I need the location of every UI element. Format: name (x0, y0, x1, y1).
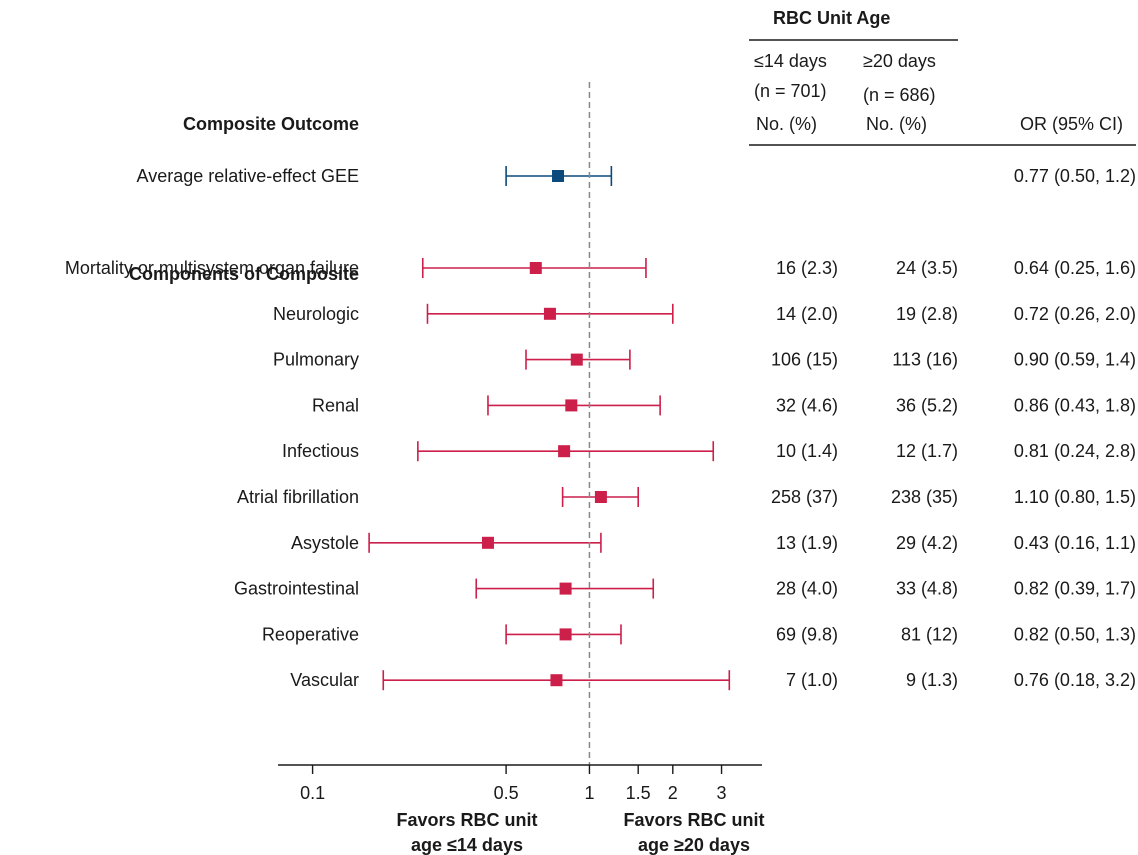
point-estimate-square (559, 628, 572, 641)
count-col2: 36 (5.2) (896, 395, 958, 415)
or-ci-text: 0.81 (0.24, 2.8) (1014, 441, 1136, 461)
count-col1: 258 (37) (771, 487, 838, 507)
component-row: Neurologic 14 (2.0) 19 (2.8) 0.72 (0.26, 2.… (273, 303, 1136, 324)
or-ci-text: 0.86 (0.43, 1.8) (1014, 395, 1136, 415)
count-col1: 28 (4.0) (776, 579, 838, 599)
or-ci-text: 0.82 (0.50, 1.3) (1014, 624, 1136, 644)
section-title-components: Components of Composite (129, 264, 359, 284)
component-row: Atrial fibrillation 258 (37) 238 (35) 1.10 … (237, 487, 1136, 507)
col1-header-line2: (n = 701) (754, 81, 827, 101)
count-col1: 7 (1.0) (786, 670, 838, 690)
favors-left-line1: Favors RBC unit (396, 810, 537, 830)
or-ci-text: 0.76 (0.18, 3.2) (1014, 670, 1136, 690)
or-ci-text: 0.72 (0.26, 2.0) (1014, 304, 1136, 324)
col1-header-line3: No. (%) (756, 114, 817, 134)
or-ci-text: 0.77 (0.50, 1.2) (1014, 166, 1136, 186)
x-tick-label: 3 (717, 783, 727, 803)
point-estimate-square (529, 262, 542, 274)
column-header-group: RBC Unit Age ≤14 days (n = 701) No. (%) … (749, 8, 1136, 146)
x-axis: 0.1 0.5 1 1.5 2 3 (278, 764, 762, 803)
or-ci-text: 0.43 (0.16, 1.1) (1014, 533, 1136, 553)
count-col1: 69 (9.8) (776, 624, 838, 644)
row-label: Average relative-effect GEE (137, 166, 359, 186)
forest-rows: Average relative-effect GEE 0.77 (0.50, 1… (65, 166, 1136, 691)
x-tick-label: 0.1 (300, 783, 325, 803)
component-row: Asystole 13 (1.9) 29 (4.2) 0.43 (0.16, 1.1) (291, 532, 1136, 553)
count-col2: 33 (4.8) (896, 579, 958, 599)
x-tick-label: 1 (584, 783, 594, 803)
x-tick-label: 1.5 (626, 783, 651, 803)
component-row: Vascular 7 (1.0) 9 (1.3) 0.76 (0.18, 3.2) (290, 670, 1136, 691)
count-col1: 13 (1.9) (776, 533, 838, 553)
column-group-header: RBC Unit Age (773, 8, 890, 28)
count-col2: 24 (3.5) (896, 258, 958, 278)
section-title-composite: Composite Outcome (183, 114, 359, 134)
point-estimate-square (570, 353, 583, 366)
point-estimate-square (481, 536, 494, 549)
point-estimate-square (559, 582, 572, 595)
col2-header-line3: No. (%) (866, 114, 927, 134)
component-row: Renal 32 (4.6) 36 (5.2) 0.86 (0.43, 1.8) (312, 395, 1136, 416)
count-col1: 16 (2.3) (776, 258, 838, 278)
or-ci-text: 0.82 (0.39, 1.7) (1014, 579, 1136, 599)
component-row: Pulmonary 106 (15) 113 (16) 0.90 (0.59, 1.4… (273, 349, 1136, 370)
count-col1: 106 (15) (771, 350, 838, 370)
component-row: Mortality or multisystem organ failure 16… (65, 258, 1136, 278)
count-col1: 10 (1.4) (776, 441, 838, 461)
favors-right-line1: Favors RBC unit (623, 810, 764, 830)
point-estimate-square (550, 674, 563, 687)
row-label: Atrial fibrillation (237, 487, 359, 507)
row-label: Mortality or multisystem organ failure (65, 258, 359, 278)
row-label: Neurologic (273, 304, 359, 324)
component-row: Gastrointestinal 28 (4.0) 33 (4.8) 0.82 (0.… (234, 578, 1136, 599)
count-col2: 238 (35) (891, 487, 958, 507)
row-label: Vascular (290, 670, 359, 690)
point-estimate-square (558, 445, 571, 458)
count-col2: 81 (12) (901, 624, 958, 644)
row-label: Infectious (282, 441, 359, 461)
count-col2: 113 (16) (892, 350, 958, 370)
or-ci-text: 0.64 (0.25, 1.6) (1014, 258, 1136, 278)
favors-left-line2: age ≤14 days (411, 835, 523, 855)
row-label: Reoperative (262, 624, 359, 644)
point-estimate-square (552, 170, 565, 182)
component-row: Infectious 10 (1.4) 12 (1.7) 0.81 (0.24, 2.… (282, 441, 1136, 462)
or-ci-text: 1.10 (0.80, 1.5) (1014, 487, 1136, 507)
count-col2: 19 (2.8) (896, 304, 958, 324)
row-label: Gastrointestinal (234, 579, 359, 599)
count-col2: 29 (4.2) (896, 533, 958, 553)
favors-labels: Favors RBC unit age ≤14 days Favors RBC … (396, 810, 764, 855)
or-column-header: OR (95% CI) (1020, 114, 1123, 134)
col2-header-line1: ≥20 days (863, 51, 936, 71)
row-label: Renal (312, 395, 359, 415)
point-estimate-square (543, 307, 556, 320)
row-label: Pulmonary (273, 350, 359, 370)
x-tick-label: 2 (668, 783, 678, 803)
composite-row: Average relative-effect GEE 0.77 (0.50, 1… (137, 166, 1136, 186)
x-tick-label: 0.5 (494, 783, 519, 803)
count-col1: 32 (4.6) (776, 395, 838, 415)
favors-right-line2: age ≥20 days (638, 835, 750, 855)
component-row: Reoperative 69 (9.8) 81 (12) 0.82 (0.50, 1.… (262, 624, 1136, 645)
point-estimate-square (565, 399, 578, 412)
point-estimate-square (594, 491, 607, 503)
col1-header-line1: ≤14 days (754, 51, 827, 71)
or-ci-text: 0.90 (0.59, 1.4) (1014, 350, 1136, 370)
count-col2: 9 (1.3) (906, 670, 958, 690)
row-label: Asystole (291, 533, 359, 553)
count-col2: 12 (1.7) (896, 441, 958, 461)
count-col1: 14 (2.0) (776, 304, 838, 324)
col2-header-line2: (n = 686) (863, 85, 936, 105)
